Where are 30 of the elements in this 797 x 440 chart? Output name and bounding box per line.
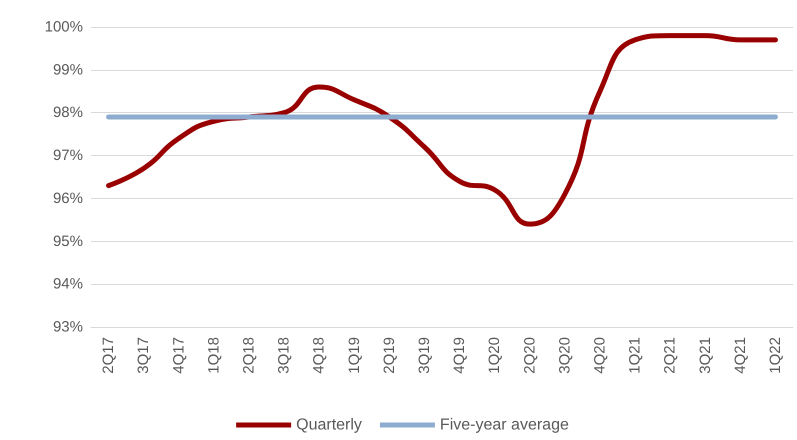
x-tick-label: 1Q22 bbox=[766, 337, 784, 374]
x-tick-label: 2Q19 bbox=[380, 337, 398, 374]
legend-label: Quarterly bbox=[296, 416, 362, 434]
x-tick-label: 3Q19 bbox=[416, 337, 433, 374]
legend-label: Five-year average bbox=[440, 416, 569, 434]
x-tick-label: 3Q18 bbox=[276, 337, 293, 374]
x-tick-label: 1Q20 bbox=[486, 337, 504, 374]
y-tick-label: 93% bbox=[52, 318, 83, 336]
y-tick-label: 94% bbox=[52, 276, 83, 293]
y-tick-label: 99% bbox=[52, 61, 83, 78]
x-tick-label: 4Q20 bbox=[591, 337, 608, 374]
x-tick-label: 4Q18 bbox=[310, 337, 328, 374]
x-tick-label: 1Q21 bbox=[626, 337, 644, 374]
y-tick-label: 97% bbox=[52, 147, 83, 164]
y-tick-label: 100% bbox=[44, 18, 83, 36]
x-tick-label: 4Q21 bbox=[732, 337, 749, 374]
x-tick-label: 3Q21 bbox=[696, 337, 714, 374]
x-tick-label: 1Q18 bbox=[205, 337, 222, 374]
x-tick-label: 2Q18 bbox=[240, 337, 258, 374]
y-tick-label: 95% bbox=[52, 232, 83, 250]
y-tick-label: 96% bbox=[52, 190, 83, 207]
x-tick-label: 1Q19 bbox=[346, 337, 363, 374]
x-tick-label: 3Q20 bbox=[556, 337, 574, 374]
y-tick-label: 98% bbox=[52, 104, 83, 122]
x-tick-label: 3Q17 bbox=[135, 337, 152, 374]
x-tick-label: 2Q21 bbox=[662, 337, 679, 374]
x-tick-label: 2Q17 bbox=[100, 337, 118, 374]
x-tick-label: 4Q17 bbox=[170, 337, 188, 374]
x-tick-label: 2Q20 bbox=[521, 337, 538, 374]
x-tick-label: 4Q19 bbox=[451, 337, 468, 374]
